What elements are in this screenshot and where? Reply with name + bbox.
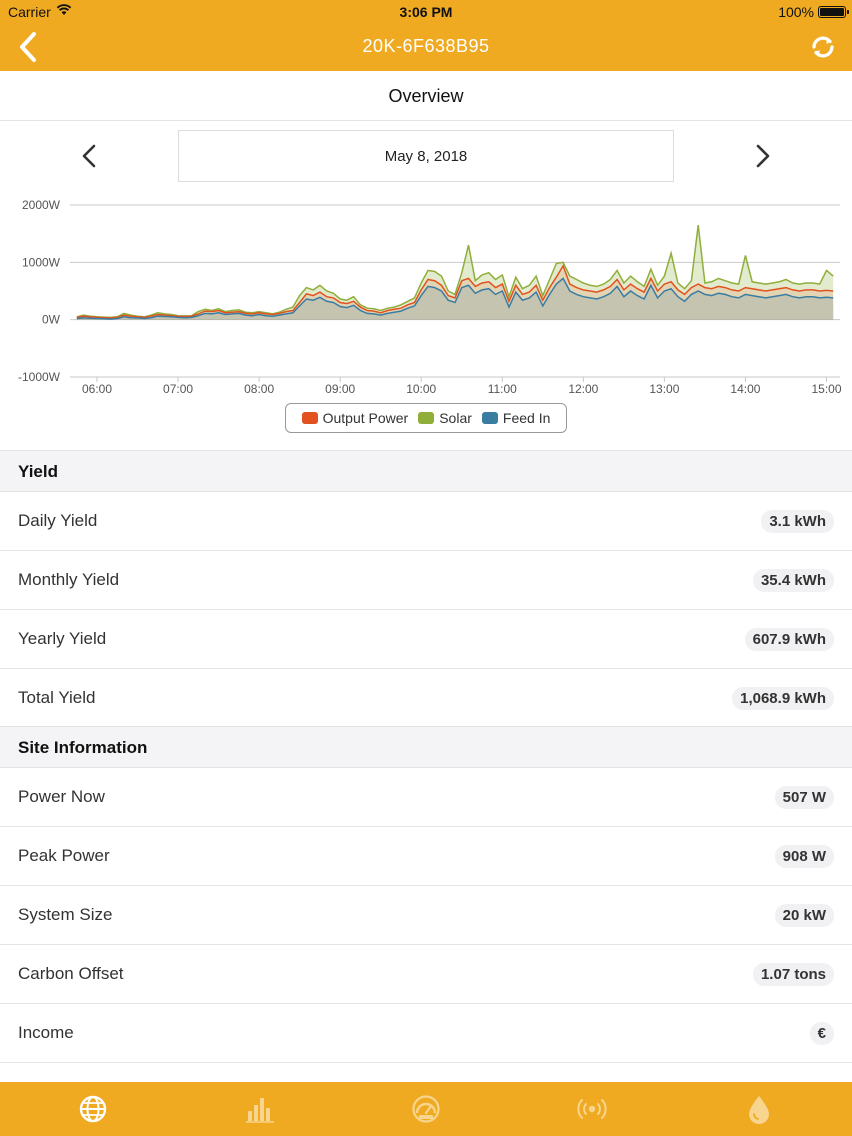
row-label: Yearly Yield (18, 629, 107, 648)
broadcast-icon[interactable] (576, 1094, 608, 1124)
x-tick-label: 14:00 (730, 382, 760, 396)
x-tick-label: 10:00 (406, 382, 436, 396)
row-daily-yield: Daily Yield 3.1 kWh (0, 492, 852, 551)
next-day-icon[interactable] (750, 143, 774, 169)
row-value-badge: 35.4 kWh (752, 569, 834, 592)
row-label: Total Yield (18, 688, 96, 707)
overview-title: Overview (388, 86, 464, 106)
row-yearly-yield: Yearly Yield 607.9 kWh (0, 610, 852, 669)
navigation-bar: 20K-6F638B95 (0, 24, 852, 71)
overview-header: Overview (0, 71, 852, 121)
date-field[interactable]: May 8, 2018 (178, 130, 674, 182)
row-peak-power: Peak Power 908 W (0, 827, 852, 886)
row-power-now: Power Now 507 W (0, 768, 852, 827)
top-bar: Carrier 3:06 PM 100% 20K-6F638B95 (0, 0, 852, 71)
section-title: Site Information (18, 738, 148, 757)
section-title: Yield (18, 462, 58, 481)
legend-swatch-output (301, 412, 318, 424)
row-label: Income (18, 1023, 74, 1042)
row-value-badge: 607.9 kWh (744, 628, 834, 651)
date-selector: May 8, 2018 (0, 121, 852, 191)
row-label: Monthly Yield (18, 570, 120, 589)
bar-chart-icon[interactable] (244, 1094, 276, 1124)
status-bar: Carrier 3:06 PM 100% (0, 0, 852, 24)
battery-percent: 100% (778, 4, 814, 20)
row-value-badge: 1,068.9 kWh (732, 687, 834, 710)
row-value-badge: € (809, 1022, 834, 1045)
x-tick-label: 13:00 (649, 382, 679, 396)
series-line-feed-in (76, 277, 834, 320)
legend-item-output-power[interactable]: Output Power (301, 410, 409, 426)
x-tick-label: 07:00 (163, 382, 193, 396)
power-chart: 2000W 1000W 0W -1000W 06:00 07:00 08:00 09:00 10… (0, 191, 852, 450)
y-tick-label: 1000W (22, 255, 61, 269)
row-value-badge: 507 W (774, 786, 834, 809)
wifi-icon (56, 4, 72, 15)
series-area-feed-in (76, 278, 834, 320)
legend-label-output: Output Power (322, 410, 409, 426)
legend-swatch-feed (481, 412, 498, 424)
x-tick-label: 08:00 (244, 382, 274, 396)
device-title: 20K-6F638B95 (362, 36, 490, 56)
gauge-icon[interactable] (410, 1094, 442, 1124)
globe-icon[interactable] (77, 1094, 109, 1124)
legend-item-feed-in[interactable]: Feed In (481, 410, 551, 426)
row-total-yield: Total Yield 1,068.9 kWh (0, 669, 852, 728)
row-value-badge: 20 kW (774, 904, 834, 927)
x-tick-label: 15:00 (811, 382, 841, 396)
row-carbon-offset: Carbon Offset 1.07 tons (0, 945, 852, 1004)
row-monthly-yield: Monthly Yield 35.4 kWh (0, 551, 852, 610)
row-label: Peak Power (18, 846, 110, 865)
row-label: Daily Yield (18, 511, 98, 530)
row-label: System Size (18, 905, 113, 924)
drop-icon[interactable] (743, 1094, 775, 1124)
power-chart-svg: 2000W 1000W 0W -1000W 06:00 07:00 08:00 09:00 10… (18, 198, 842, 396)
x-tick-label: 09:00 (325, 382, 355, 396)
carrier-label: Carrier (8, 4, 51, 20)
row-value-badge: 908 W (774, 845, 834, 868)
section-header-yield: Yield (0, 450, 852, 492)
section-header-site-information: Site Information (0, 726, 852, 768)
series-area-output-power (76, 265, 834, 320)
row-system-size: System Size 20 kW (0, 886, 852, 945)
legend-swatch-solar (418, 412, 435, 424)
legend-label-solar: Solar (439, 410, 472, 426)
row-label: Carbon Offset (18, 964, 124, 983)
refresh-icon[interactable] (808, 32, 838, 62)
row-value-badge: 1.07 tons (752, 963, 834, 986)
y-tick-label: -1000W (18, 370, 61, 384)
row-income: Income € (0, 1004, 852, 1063)
status-time: 3:06 PM (399, 4, 453, 20)
x-tick-label: 11:00 (488, 382, 517, 396)
x-tick-label: 06:00 (82, 382, 112, 396)
chart-legend: Output Power Solar Feed In (285, 403, 567, 433)
y-tick-label: 2000W (22, 198, 61, 212)
legend-label-feed: Feed In (502, 410, 551, 426)
series-line-output-power (76, 264, 834, 319)
series-line-solar (76, 225, 834, 319)
previous-day-icon[interactable] (78, 143, 102, 169)
battery-icon (818, 6, 849, 18)
chevron-left-icon[interactable] (14, 30, 44, 64)
legend-item-solar[interactable]: Solar (418, 410, 472, 426)
tab-bar (0, 1082, 852, 1136)
y-tick-label: 0W (42, 313, 61, 327)
series-area-solar (76, 225, 834, 320)
x-tick-label: 12:00 (568, 382, 598, 396)
row-value-badge: 3.1 kWh (761, 510, 834, 533)
row-label: Power Now (18, 787, 105, 806)
